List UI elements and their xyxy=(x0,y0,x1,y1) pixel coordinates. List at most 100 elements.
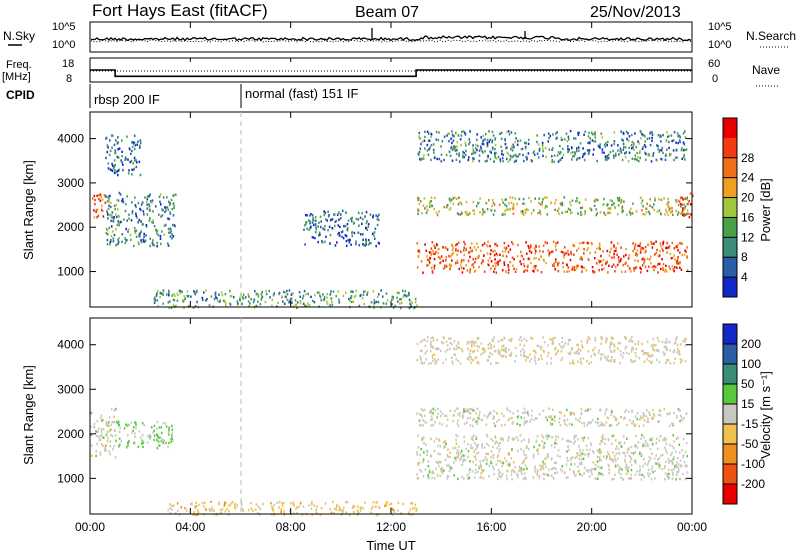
data-cell xyxy=(239,298,242,302)
data-cell xyxy=(100,433,103,436)
data-cell xyxy=(416,473,418,476)
data-cell xyxy=(685,412,687,416)
data-cell xyxy=(585,409,588,412)
data-cell xyxy=(115,407,117,411)
data-cell xyxy=(570,211,573,214)
data-cell xyxy=(590,209,593,212)
data-cell xyxy=(290,297,293,300)
data-cell xyxy=(576,266,578,270)
data-cell xyxy=(518,465,521,468)
data-cell xyxy=(681,253,683,257)
data-cell xyxy=(131,201,133,204)
data-cell xyxy=(504,213,507,216)
data-cell xyxy=(430,345,432,349)
data-cell xyxy=(617,144,619,147)
x-tick-label: 08:00 xyxy=(276,520,306,534)
data-cell xyxy=(507,265,510,268)
data-cell xyxy=(452,419,454,423)
data-cell xyxy=(449,409,452,412)
data-cell xyxy=(508,202,510,205)
data-cell xyxy=(675,437,678,440)
data-cell xyxy=(673,447,675,450)
data-cell xyxy=(559,455,561,458)
data-cell xyxy=(676,347,679,351)
data-cell xyxy=(249,302,251,305)
data-cell xyxy=(362,293,365,296)
data-cell xyxy=(211,509,213,512)
data-cell xyxy=(138,430,141,433)
data-cell xyxy=(171,434,173,437)
data-cell xyxy=(628,151,631,154)
data-cell xyxy=(273,503,275,507)
data-cell xyxy=(580,265,583,268)
data-cell xyxy=(159,235,162,238)
data-cell xyxy=(554,258,557,261)
data-cell xyxy=(482,151,484,154)
data-cell xyxy=(527,356,529,359)
data-cell xyxy=(478,201,480,204)
data-cell xyxy=(428,470,431,474)
data-cell xyxy=(628,466,630,469)
data-cell xyxy=(646,409,648,412)
data-cell xyxy=(312,216,314,220)
data-cell xyxy=(621,138,623,141)
data-cell xyxy=(638,418,641,421)
data-cell xyxy=(484,211,486,214)
data-cell xyxy=(592,467,594,471)
data-cell xyxy=(583,466,586,469)
data-cell xyxy=(646,358,648,361)
data-cell xyxy=(677,135,680,138)
data-cell xyxy=(587,152,590,156)
data-cell xyxy=(665,438,667,441)
data-cell xyxy=(366,293,368,296)
data-cell xyxy=(574,456,577,460)
data-cell xyxy=(673,131,676,134)
data-cell xyxy=(658,464,661,467)
data-cell xyxy=(603,267,605,270)
data-cell xyxy=(172,202,175,206)
data-cell xyxy=(475,458,477,461)
data-cell xyxy=(96,420,99,423)
data-cell xyxy=(277,301,279,305)
data-cell xyxy=(308,504,310,507)
data-cell xyxy=(364,290,366,293)
data-cell xyxy=(114,151,117,154)
data-cell xyxy=(117,420,120,423)
data-cell xyxy=(501,152,503,156)
data-cell xyxy=(169,202,171,205)
data-cell xyxy=(102,436,105,439)
colorbar-segment xyxy=(723,118,737,139)
data-cell xyxy=(117,238,119,241)
data-cell xyxy=(149,193,151,196)
data-cell xyxy=(495,157,498,160)
data-cell xyxy=(354,294,357,297)
data-cell xyxy=(611,442,613,445)
data-cell xyxy=(581,213,583,216)
data-cell xyxy=(206,298,208,301)
data-cell xyxy=(193,510,195,514)
data-cell xyxy=(568,148,570,152)
data-cell xyxy=(472,359,474,362)
colorbar-segment xyxy=(723,197,737,218)
data-cell xyxy=(508,417,511,420)
data-cell xyxy=(417,208,419,211)
x-tick-label: 20:00 xyxy=(577,520,607,534)
data-cell xyxy=(520,447,522,451)
data-cell xyxy=(393,510,396,513)
data-cell xyxy=(510,337,513,341)
data-cell xyxy=(436,461,439,464)
data-cell xyxy=(265,292,268,296)
data-cell xyxy=(616,253,618,256)
data-cell xyxy=(566,140,568,143)
data-cell xyxy=(549,337,552,341)
data-cell xyxy=(637,342,639,346)
data-cell xyxy=(565,463,568,466)
data-cell xyxy=(477,470,479,474)
data-cell xyxy=(409,302,411,305)
data-cell xyxy=(470,345,473,348)
data-cell xyxy=(450,467,452,470)
data-cell xyxy=(294,303,297,307)
data-cell xyxy=(437,255,440,259)
data-cell xyxy=(493,473,495,476)
data-cell xyxy=(148,434,150,437)
